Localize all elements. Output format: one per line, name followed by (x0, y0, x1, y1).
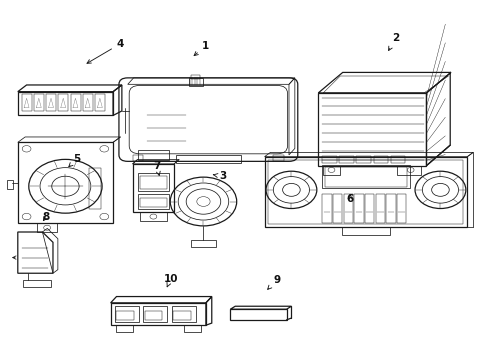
Bar (354, 194, 364, 223)
Bar (138, 194, 169, 209)
Bar (95, 94, 105, 111)
Text: 2: 2 (389, 33, 399, 50)
Bar (333, 194, 343, 223)
Bar (22, 94, 32, 111)
Bar (23, 280, 51, 287)
Bar (117, 311, 134, 320)
Text: 1: 1 (194, 41, 210, 55)
Bar (115, 306, 139, 321)
Bar (172, 306, 196, 321)
Text: 3: 3 (213, 171, 226, 181)
Bar (191, 239, 216, 247)
Bar (184, 325, 201, 332)
Bar (140, 176, 167, 189)
Bar (343, 194, 353, 223)
Bar (339, 156, 354, 163)
Bar (140, 198, 167, 207)
Bar (138, 173, 169, 191)
Text: 8: 8 (43, 212, 50, 221)
Bar (322, 165, 410, 188)
Bar (83, 94, 93, 111)
Bar (322, 156, 337, 163)
Bar (356, 156, 371, 163)
Bar (391, 156, 405, 163)
Text: 9: 9 (268, 275, 280, 289)
Bar (116, 325, 133, 332)
Bar (58, 94, 69, 111)
Bar (386, 194, 396, 223)
Bar (46, 94, 56, 111)
Text: 4: 4 (87, 39, 124, 63)
Bar (373, 156, 388, 163)
Bar (176, 155, 241, 163)
Bar (89, 168, 101, 209)
Bar (325, 167, 407, 187)
Bar (376, 194, 385, 223)
Text: 10: 10 (164, 274, 178, 287)
Text: 6: 6 (346, 194, 354, 204)
Text: 7: 7 (153, 161, 161, 175)
Bar (189, 78, 203, 86)
Bar (133, 155, 144, 161)
Bar (71, 94, 80, 111)
Bar (273, 155, 284, 161)
Bar (7, 180, 13, 189)
Bar (34, 94, 44, 111)
Bar (365, 194, 374, 223)
Bar (173, 311, 191, 320)
Bar (397, 194, 406, 223)
Bar (192, 75, 200, 79)
Bar (143, 306, 167, 321)
Bar (140, 212, 167, 221)
Bar (342, 226, 390, 234)
Bar (145, 311, 162, 320)
Text: 5: 5 (69, 154, 80, 167)
Bar (322, 194, 332, 223)
Bar (37, 223, 57, 232)
